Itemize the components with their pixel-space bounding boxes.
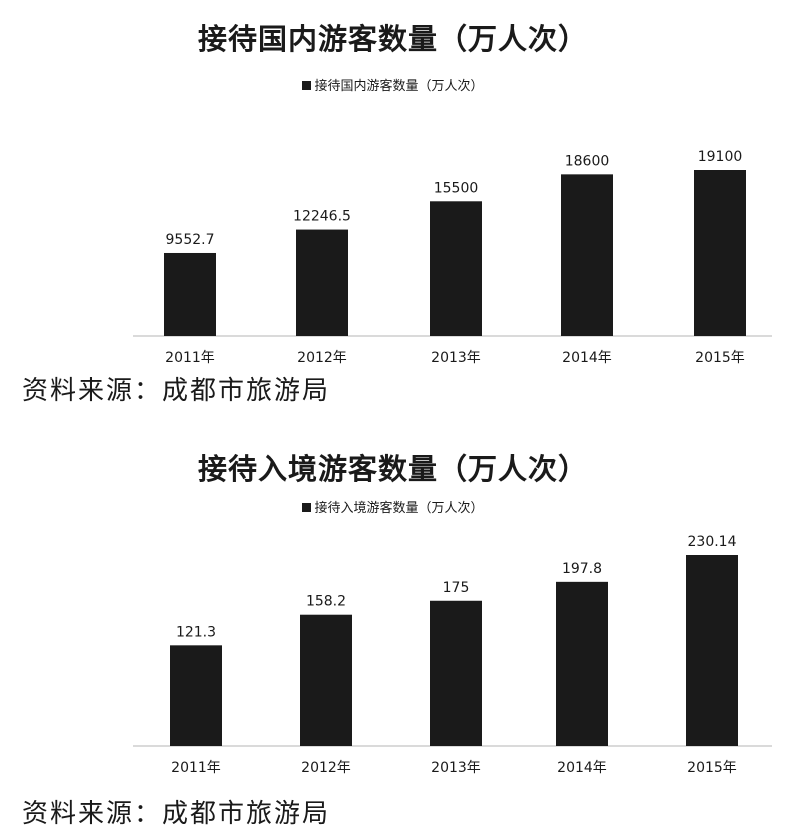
bar [686, 555, 738, 746]
chart-legend: 接待国内游客数量（万人次） [0, 75, 786, 94]
data-label: 12246.5 [293, 209, 351, 225]
x-tick-label: 2015年 [695, 350, 745, 366]
data-label: 197.8 [562, 561, 602, 577]
bar-plot: 9552.7 2011年 12246.5 2012年 15500 2013年 18600 20… [133, 149, 772, 366]
chart-legend: 接待入境游客数量（万人次） [0, 497, 786, 516]
inbound-tourists-chart: 接待入境游客数量（万人次） 接待入境游客数量（万人次） 121.3 2011年 15… [0, 420, 786, 840]
bar [164, 252, 216, 336]
source-note: 资料来源：成都市旅游局 [22, 376, 331, 406]
legend-label: 接待入境游客数量（万人次） [314, 501, 484, 516]
data-label: 121.3 [176, 624, 216, 640]
legend-swatch [302, 503, 312, 512]
chart-title: 接待国内游客数量（万人次） [197, 22, 588, 56]
bar [170, 645, 222, 746]
data-label: 18600 [565, 153, 610, 169]
data-label: 15500 [434, 180, 479, 196]
x-tick-label: 2014年 [562, 350, 612, 366]
chart-title: 接待入境游客数量（万人次） [197, 452, 588, 486]
x-tick-label: 2012年 [297, 350, 347, 366]
source-note: 资料来源：成都市旅游局 [22, 799, 331, 829]
bar [561, 174, 613, 336]
bar [296, 229, 348, 336]
bar-plot: 121.3 2011年 158.2 2012年 175 2013年 197.8 2014年 23… [133, 534, 772, 776]
domestic-tourists-chart: 接待国内游客数量（万人次） 接待国内游客数量（万人次） 9552.7 2011年 1… [0, 22, 786, 406]
legend-swatch [302, 81, 312, 90]
x-tick-label: 2011年 [171, 760, 221, 776]
bar [430, 201, 482, 336]
data-label: 9552.7 [166, 232, 215, 248]
data-label: 230.14 [688, 534, 737, 550]
x-tick-label: 2013年 [431, 350, 481, 366]
x-tick-label: 2012年 [301, 760, 351, 776]
legend-label: 接待国内游客数量（万人次） [314, 79, 484, 94]
bar [430, 600, 482, 746]
data-label: 19100 [698, 149, 743, 165]
bar [300, 614, 352, 746]
bar [556, 581, 608, 746]
data-label: 175 [443, 580, 470, 596]
x-tick-label: 2013年 [431, 760, 481, 776]
data-label: 158.2 [306, 594, 346, 610]
x-tick-label: 2011年 [165, 350, 215, 366]
x-tick-label: 2014年 [557, 760, 607, 776]
x-tick-label: 2015年 [687, 760, 737, 776]
bar [694, 170, 746, 336]
